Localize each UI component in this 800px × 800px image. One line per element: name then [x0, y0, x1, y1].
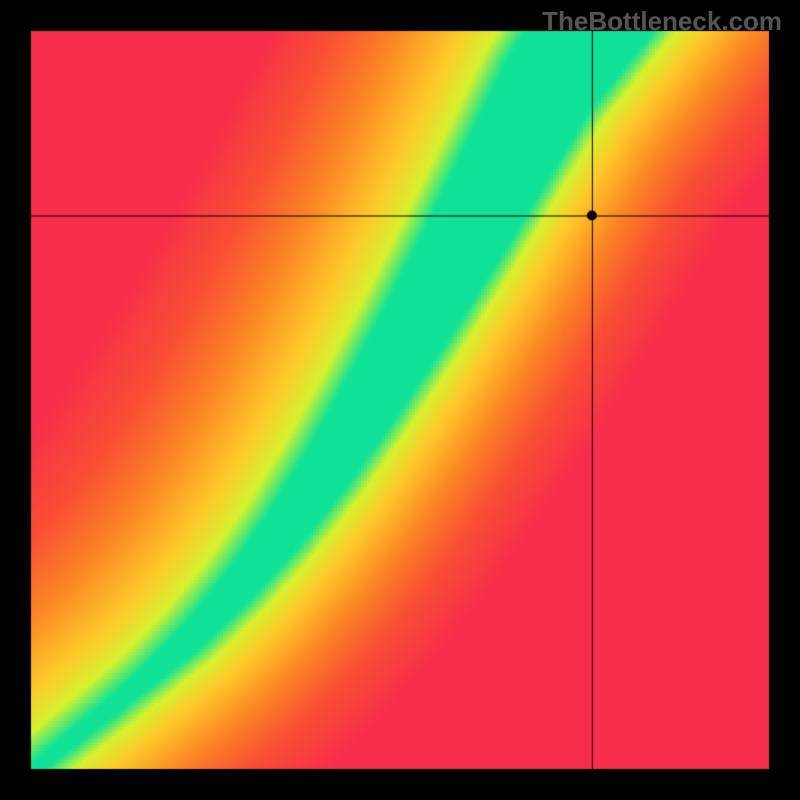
chart-container: TheBottleneck.com	[0, 0, 800, 800]
watermark-text: TheBottleneck.com	[542, 6, 782, 37]
heatmap-canvas	[0, 0, 800, 800]
